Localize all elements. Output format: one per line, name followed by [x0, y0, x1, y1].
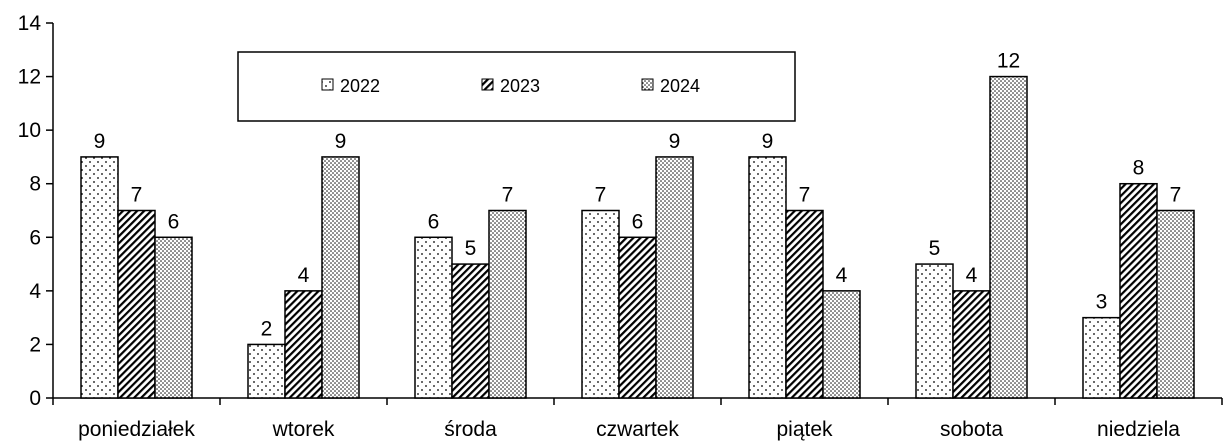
- bar-2023: [1119, 182, 1158, 399]
- y-tick-label: 6: [29, 226, 41, 249]
- data-label: 7: [799, 184, 811, 207]
- bar-2022: [915, 263, 954, 399]
- legend-label-2024: 2024: [660, 76, 700, 96]
- x-category-label: sobota: [940, 418, 1003, 441]
- data-label: 5: [465, 237, 477, 260]
- bar-2024: [488, 209, 527, 399]
- bar-2022: [581, 209, 620, 399]
- x-axis: poniedziałek wtorek środa czwartek piątek sob…: [52, 397, 1223, 441]
- data-label: 6: [428, 210, 440, 233]
- data-label: 6: [168, 210, 180, 233]
- bar-2024: [321, 156, 360, 399]
- bar-2024: [1156, 209, 1195, 399]
- bar-2024: [655, 156, 694, 399]
- bar-2022: [247, 343, 286, 399]
- x-category-label: poniedziałek: [78, 418, 195, 441]
- legend-label-2022: 2022: [340, 76, 380, 96]
- bar-2023: [785, 209, 824, 399]
- bar-2023: [284, 290, 323, 399]
- bar-2022: [414, 236, 453, 399]
- x-category-label: wtorek: [272, 418, 335, 441]
- legend: 2022 2023 2024: [237, 51, 796, 122]
- data-label: 4: [966, 264, 978, 287]
- bar-2024: [154, 236, 193, 399]
- legend-swatch-2022: [321, 78, 334, 91]
- data-label: 9: [94, 130, 106, 153]
- bar-2022: [1082, 316, 1121, 399]
- data-label: 3: [1096, 291, 1108, 314]
- data-labels-group: 9 7 6 2 4 9 6 5 7 7 6 9 9 7 4 5 4 12 3 8 7: [94, 50, 1182, 341]
- data-label: 7: [1170, 184, 1182, 207]
- data-label: 9: [762, 130, 774, 153]
- data-label: 5: [929, 237, 941, 260]
- legend-item-2024: 2024: [641, 76, 700, 96]
- legend-item-2022: 2022: [321, 76, 380, 96]
- x-category-label: niedziela: [1097, 418, 1180, 441]
- y-tick-label: 14: [18, 12, 42, 35]
- data-label: 7: [595, 184, 607, 207]
- y-tick-label: 8: [29, 173, 41, 196]
- data-label: 7: [131, 184, 143, 207]
- bar-2023: [117, 209, 156, 399]
- bar-2023: [618, 236, 657, 399]
- data-label: 9: [669, 130, 681, 153]
- bar-2023: [952, 290, 991, 399]
- x-category-label: czwartek: [596, 418, 679, 441]
- data-label: 4: [298, 264, 310, 287]
- y-tick-label: 2: [29, 333, 41, 356]
- data-label: 8: [1133, 157, 1145, 180]
- bar-2023: [451, 263, 490, 399]
- y-tick-label: 12: [18, 66, 41, 89]
- data-label: 9: [335, 130, 347, 153]
- legend-label-2023: 2023: [500, 76, 540, 96]
- bars-group: [80, 75, 1195, 399]
- y-tick-label: 10: [18, 119, 41, 142]
- bar-2024: [989, 75, 1028, 399]
- y-tick-label: 0: [29, 387, 41, 410]
- x-category-label: piątek: [776, 418, 833, 441]
- bar-2022: [748, 156, 787, 399]
- x-category-label: środa: [444, 418, 497, 441]
- bar-2024: [822, 290, 861, 399]
- data-label: 2: [261, 317, 273, 340]
- data-label: 4: [836, 264, 848, 287]
- legend-swatch-2024: [641, 78, 654, 91]
- y-tick-label: 4: [29, 280, 41, 303]
- data-label: 6: [632, 210, 644, 233]
- legend-item-2023: 2023: [481, 76, 540, 96]
- data-label: 7: [502, 184, 514, 207]
- bar-2022: [80, 156, 119, 399]
- data-label: 12: [997, 50, 1020, 73]
- legend-swatch-2023: [481, 78, 494, 91]
- y-axis: 0 2 4 6 8 10 12 14: [18, 12, 54, 410]
